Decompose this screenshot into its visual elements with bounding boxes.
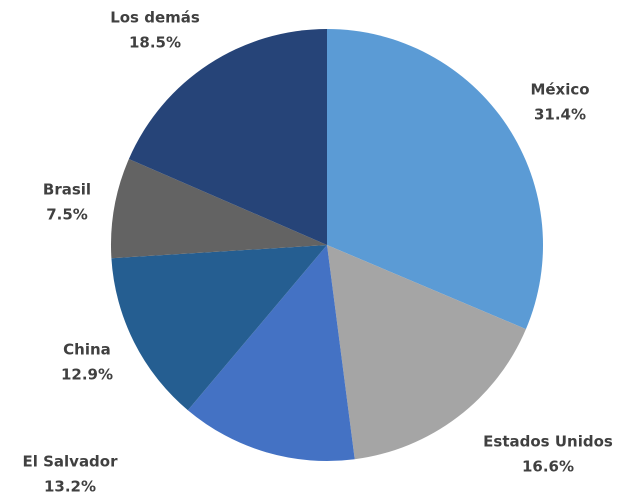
category-label: Brasil: [43, 181, 91, 199]
value-label: 31.4%: [534, 106, 586, 124]
pie-slice: [128, 29, 327, 245]
pie-slice: [111, 245, 327, 411]
pie-slice: [327, 245, 526, 460]
value-label: 12.9%: [61, 366, 113, 384]
pie-slice: [187, 245, 355, 461]
pie-slice: [327, 29, 543, 330]
value-label: 7.5%: [46, 206, 88, 224]
value-label: 18.5%: [129, 34, 181, 52]
category-label: México: [530, 81, 589, 99]
value-label: 16.6%: [522, 458, 574, 476]
category-label: Los demás: [110, 9, 200, 27]
category-label: El Salvador: [22, 453, 118, 471]
pie-slice: [111, 158, 328, 259]
category-label: Estados Unidos: [483, 433, 613, 451]
value-label: 13.2%: [44, 478, 96, 496]
category-label: China: [63, 341, 111, 359]
